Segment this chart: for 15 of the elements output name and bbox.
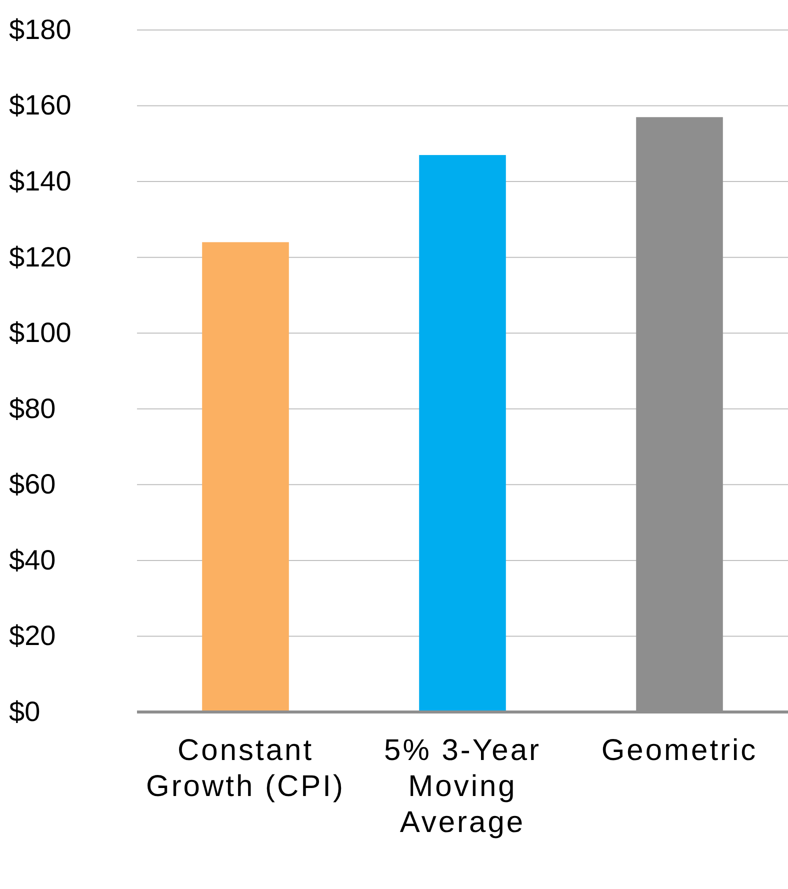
y-tick-label: $100 [9, 317, 72, 348]
x-tick-label: 5% 3-Year Moving Average [384, 734, 541, 839]
bar [202, 242, 289, 712]
x-tick-label: Constant Growth (CPI) [146, 734, 346, 803]
y-tick-label: $40 [9, 544, 56, 576]
y-tick-label: $120 [9, 241, 72, 272]
y-tick-label: $160 [9, 90, 72, 121]
x-tick-label: Geometric [601, 734, 758, 767]
y-tick-label: $180 [9, 14, 72, 45]
y-tick-label: $20 [9, 620, 56, 652]
bar [419, 155, 506, 712]
y-tick-label: $80 [9, 392, 56, 424]
y-tick-label: $60 [9, 468, 56, 500]
y-tick-label: $0 [9, 696, 40, 727]
y-tick-label: $140 [9, 166, 72, 197]
